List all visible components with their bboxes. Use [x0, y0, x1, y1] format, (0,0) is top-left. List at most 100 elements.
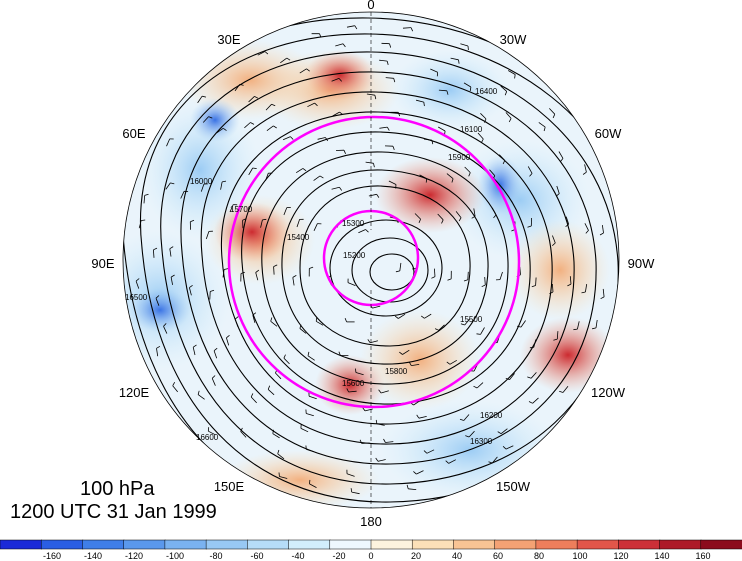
wind-barb: [450, 57, 459, 61]
wind-barb: [211, 378, 216, 386]
colorbar-tick: -20: [332, 551, 345, 561]
wind-barb-flag: [222, 180, 227, 183]
wind-barb: [307, 355, 315, 361]
wind-barb-flag: [302, 168, 307, 172]
wind-barb-flag: [410, 27, 414, 32]
wind-barb-flag: [155, 295, 160, 299]
wind-barb: [411, 364, 420, 366]
wind-barb: [505, 445, 514, 450]
wind-barb-flag: [473, 385, 478, 389]
wind-barb: [385, 441, 394, 443]
wind-barb: [538, 122, 546, 128]
wind-barb-flag: [292, 275, 297, 278]
wind-barb: [257, 51, 266, 56]
wind-barb-flag: [389, 43, 392, 48]
wind-barb: [402, 27, 412, 29]
wind-barb: [192, 347, 196, 356]
wind-barb: [295, 168, 304, 174]
wind-barb: [508, 70, 516, 75]
wind-barb: [385, 77, 394, 79]
wind-barb-flag: [375, 419, 378, 424]
wind-barb-flag: [488, 461, 493, 464]
wind-barb-flag: [527, 225, 532, 228]
wind-barb-flag: [458, 59, 460, 64]
colorbar-box: [659, 539, 702, 550]
colorbar-box: [618, 539, 661, 550]
wind-barb-flag: [314, 102, 318, 107]
wind-barb-flag: [250, 122, 255, 125]
wind-barb-flag: [386, 60, 389, 66]
wind-barb: [234, 84, 241, 92]
contour-label: 15500: [460, 315, 483, 324]
wind-barb-flag: [189, 284, 193, 288]
wind-barb: [463, 414, 470, 421]
wind-barb-flag: [213, 347, 218, 352]
wind-barb-flag: [529, 173, 533, 177]
wind-barb-flag: [458, 217, 462, 222]
wind-barb-flag: [267, 385, 271, 390]
wind-barb: [377, 459, 386, 462]
wind-barb: [307, 102, 315, 108]
wind-barb: [252, 314, 256, 323]
colorbar-box: [453, 539, 496, 550]
wind-barb: [165, 182, 171, 190]
colorbar-tick: -40: [291, 551, 304, 561]
contour-label: 15200: [343, 251, 366, 260]
wind-barb-flag: [592, 327, 597, 330]
wind-barb-flag: [376, 194, 380, 198]
colorbar-tick: -80: [209, 551, 222, 561]
wind-barb-flag: [420, 315, 425, 319]
wind-barb-flag: [413, 471, 417, 475]
colorbar-ticks: -160 -140 -120 -100 -80 -60 -40 -20 0 20…: [43, 551, 711, 561]
colorbar-box: [535, 539, 578, 550]
wind-barb-flag: [447, 278, 452, 281]
wind-barb-flag: [343, 150, 346, 154]
contour-label: 15300: [342, 219, 365, 228]
wind-barb-flag: [465, 435, 470, 438]
colorbar-tick: 120: [613, 551, 628, 561]
wind-barb: [408, 488, 417, 490]
wind-barb: [491, 207, 497, 216]
meridian-label: 60E: [122, 126, 145, 141]
wind-barb-flag: [393, 78, 396, 83]
colorbar-tick: 140: [654, 551, 669, 561]
wind-barb-flag: [567, 283, 572, 287]
wind-barb: [505, 112, 512, 119]
wind-barb-flag: [463, 279, 468, 282]
wind-barb: [449, 359, 458, 365]
meridian-label: 120E: [119, 385, 150, 400]
colorbar-tick: 20: [411, 551, 421, 561]
wind-barb: [376, 423, 385, 426]
wind-barb-flag: [172, 382, 176, 386]
wind-barb: [365, 161, 374, 164]
wind-barb-flag: [254, 96, 259, 99]
wind-barb-flag: [359, 439, 363, 444]
wind-barb: [499, 271, 503, 280]
wind-barb: [250, 396, 257, 404]
wind-barb: [317, 137, 326, 140]
wind-barb: [267, 389, 275, 396]
contour-label: 16600: [196, 433, 219, 442]
wind-barb: [273, 266, 275, 275]
wind-barb-flag: [272, 429, 274, 434]
wind-barb: [467, 271, 469, 280]
contour-label: 16100: [460, 125, 483, 134]
wind-barb: [189, 287, 192, 296]
contour-label: 15800: [385, 367, 408, 376]
colorbar-box: [40, 539, 84, 550]
colorbar-box: [82, 539, 125, 550]
wind-barb: [229, 204, 234, 213]
wind-barb-flag: [459, 418, 464, 421]
colorbar-box: [370, 539, 413, 550]
wind-barb-flag: [170, 274, 175, 278]
wind-barb: [358, 229, 366, 234]
contour-label: 15400: [287, 233, 310, 242]
wind-barb: [370, 340, 378, 344]
valid-time-title: 1200 UTC 31 Jan 1999: [10, 501, 217, 523]
wind-barb: [361, 442, 370, 444]
meridian-label: 150W: [496, 479, 531, 494]
wind-barb: [296, 219, 300, 228]
wind-barb: [520, 320, 526, 328]
contour-label: 15700: [230, 205, 253, 214]
wind-barb: [260, 219, 263, 228]
